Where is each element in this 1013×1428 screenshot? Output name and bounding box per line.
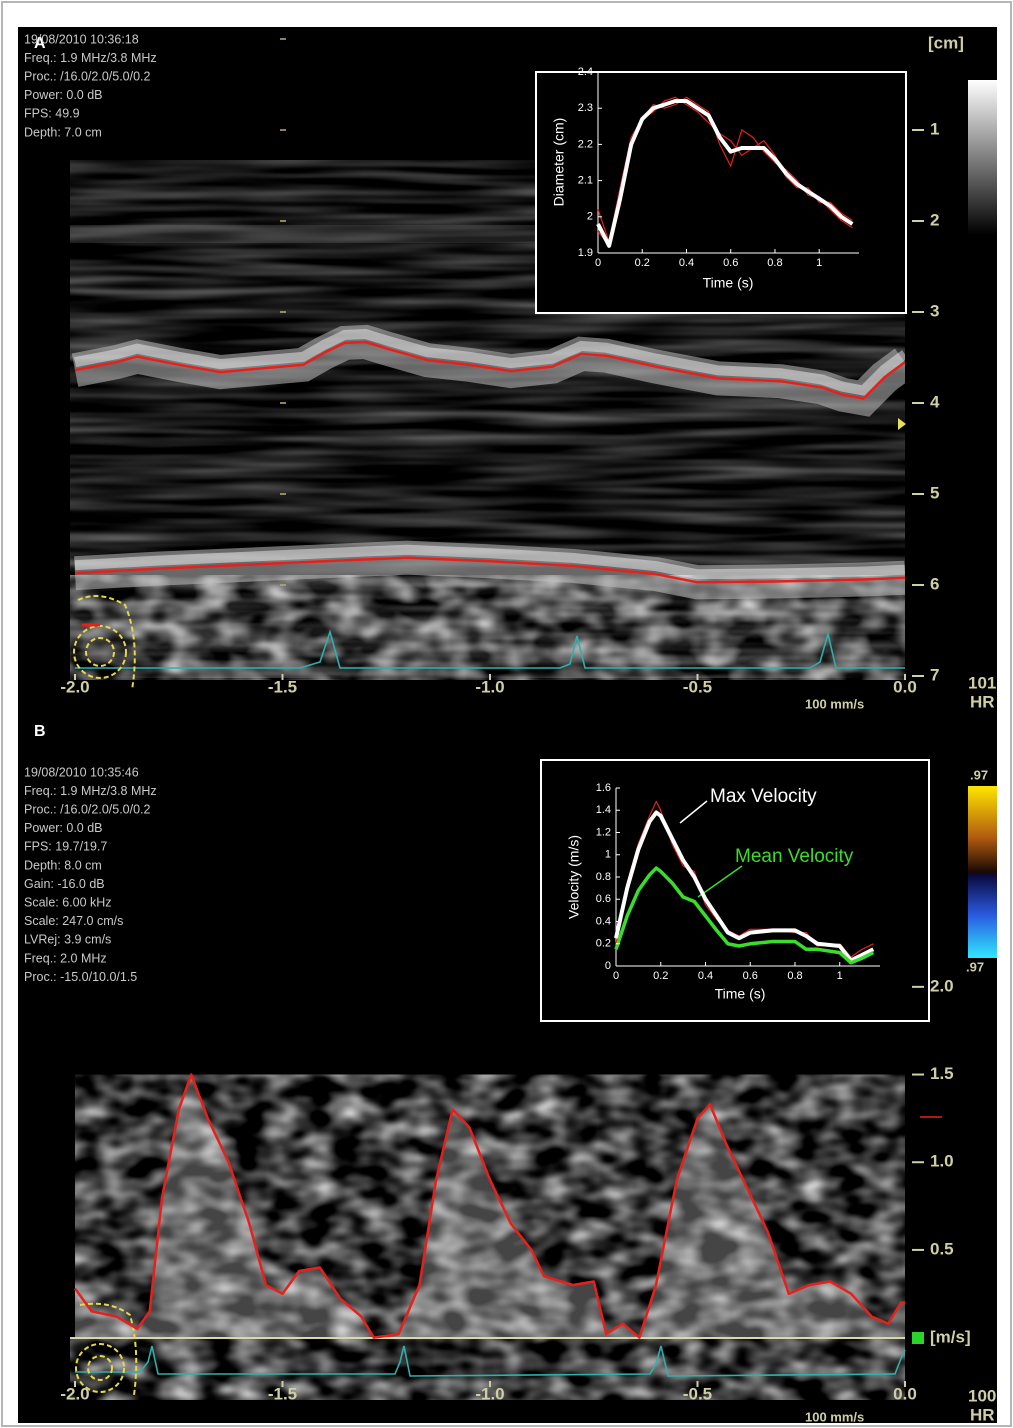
y-axis-label: Velocity (m/s) bbox=[566, 835, 582, 919]
y-tick-label: 0.5 bbox=[930, 1239, 954, 1258]
y-tick-label: 1 bbox=[930, 119, 939, 138]
x-tick-label: -0.5 bbox=[683, 677, 712, 696]
colorbar-label: .97 bbox=[970, 767, 988, 782]
y-tick-label: 2.3 bbox=[578, 102, 593, 114]
x-tick-label: -1.5 bbox=[268, 1384, 297, 1403]
x-tick-label: -2.0 bbox=[60, 1384, 89, 1403]
y-tick-label: 0.2 bbox=[596, 938, 611, 950]
sweep-speed: 100 mm/s bbox=[805, 696, 864, 711]
info-line: FPS: 19.7/19.7 bbox=[24, 840, 107, 854]
hr-value: 100 bbox=[968, 1386, 996, 1405]
info-line: Freq.: 1.9 MHz/3.8 MHz bbox=[24, 51, 157, 65]
x-tick-label: -1.0 bbox=[475, 1384, 504, 1403]
velocity-colorbar bbox=[968, 786, 997, 958]
y-tick-label: 0.4 bbox=[596, 915, 611, 927]
y-tick-label: 5 bbox=[930, 483, 939, 502]
x-tick-label: 0.4 bbox=[679, 257, 694, 269]
info-line: Proc.: /16.0/2.0/5.0/0.2 bbox=[24, 69, 151, 83]
y-tick-label: 2 bbox=[930, 210, 939, 229]
x-tick-label: 1 bbox=[837, 970, 843, 982]
x-tick-label: 0 bbox=[595, 257, 601, 269]
x-tick-label: 0.0 bbox=[893, 677, 917, 696]
y-tick-label: 1.9 bbox=[578, 247, 593, 259]
figure: A B [cm] 101 HR 100 mm/s [m/s] 100 HR 10… bbox=[0, 0, 1013, 1428]
y-tick-label: 0.8 bbox=[596, 871, 611, 883]
y-tick-label: 1.4 bbox=[596, 804, 611, 816]
y-tick-label: 3 bbox=[930, 301, 939, 320]
page: Echocardiography M-mode and Doppler {"ch… bbox=[0, 0, 1013, 1428]
info-line: Scale: 247.0 cm/s bbox=[24, 914, 123, 928]
y-tick-label: 4 bbox=[930, 392, 940, 411]
series-label: Mean Velocity bbox=[735, 846, 854, 867]
x-axis-label: Time (s) bbox=[715, 986, 766, 1002]
y-tick-label: 2.1 bbox=[578, 175, 593, 187]
y-tick-label: 2 bbox=[587, 211, 593, 223]
panel-label: B bbox=[34, 723, 46, 740]
x-tick-label: 0.6 bbox=[723, 257, 738, 269]
x-tick-label: 0.0 bbox=[893, 1384, 917, 1403]
info-line: 19/08/2010 10:35:46 bbox=[24, 765, 139, 779]
x-tick-label: 0.2 bbox=[653, 970, 668, 982]
info-line: Depth: 7.0 cm bbox=[24, 125, 102, 139]
y-tick-label: 2.0 bbox=[930, 976, 954, 995]
y-tick-label: 0.6 bbox=[596, 893, 611, 905]
info-line: Proc.: -15.0/10.0/1.5 bbox=[24, 970, 137, 984]
info-line: LVRej: 3.9 cm/s bbox=[24, 933, 111, 947]
x-tick-label: 0.8 bbox=[767, 257, 782, 269]
x-tick-label: 0.8 bbox=[787, 970, 802, 982]
info-line: Scale: 6.00 kHz bbox=[24, 895, 112, 909]
y-axis-label: Diameter (cm) bbox=[551, 118, 567, 207]
y-tick-label: 2.4 bbox=[578, 66, 593, 78]
info-line: FPS: 49.9 bbox=[24, 107, 80, 121]
x-tick-label: -0.5 bbox=[683, 1384, 712, 1403]
hr-value: 101 bbox=[968, 673, 996, 692]
x-tick-label: 0.2 bbox=[635, 257, 650, 269]
info-line: 19/08/2010 10:36:18 bbox=[24, 32, 139, 46]
gray-colorbar bbox=[968, 80, 997, 235]
y-tick-label: 6 bbox=[930, 574, 939, 593]
hr-label: HR bbox=[970, 692, 995, 711]
info-line: Power: 0.0 dB bbox=[24, 821, 103, 835]
x-tick-label: 0.6 bbox=[743, 970, 758, 982]
info-line: Freq.: 1.9 MHz/3.8 MHz bbox=[24, 784, 157, 798]
x-tick-label: -1.0 bbox=[475, 677, 504, 696]
baseline-marker bbox=[912, 1332, 924, 1344]
x-axis-label: Time (s) bbox=[703, 275, 754, 291]
sweep-speed: 100 mm/s bbox=[805, 1409, 864, 1424]
y-tick-label: 1.2 bbox=[596, 826, 611, 838]
series-label: Max Velocity bbox=[710, 786, 817, 807]
info-line: Proc.: /16.0/2.0/5.0/0.2 bbox=[24, 802, 151, 816]
x-tick-label: 1 bbox=[816, 257, 822, 269]
page-body: A B [cm] 101 HR 100 mm/s [m/s] 100 HR 10… bbox=[0, 0, 1013, 1428]
info-line: Freq.: 2.0 MHz bbox=[24, 951, 107, 965]
y-tick-label: 1.0 bbox=[930, 1152, 954, 1171]
x-tick-label: 0.4 bbox=[698, 970, 713, 982]
unit-label: [cm] bbox=[928, 33, 964, 52]
x-tick-label: -1.5 bbox=[268, 677, 297, 696]
y-tick-label: 1 bbox=[605, 849, 611, 861]
info-line: Power: 0.0 dB bbox=[24, 88, 103, 102]
unit-label: [m/s] bbox=[930, 1327, 971, 1346]
x-tick-label: -2.0 bbox=[60, 677, 89, 696]
y-tick-label: 1.6 bbox=[596, 782, 611, 794]
info-line: Depth: 8.0 cm bbox=[24, 858, 102, 872]
hr-label: HR bbox=[970, 1405, 995, 1424]
colorbar-label: .97 bbox=[966, 959, 984, 974]
y-tick-label: 1.5 bbox=[930, 1064, 954, 1083]
info-line: Gain: -16.0 dB bbox=[24, 877, 105, 891]
x-tick-label: 0 bbox=[613, 970, 619, 982]
y-tick-label: 0 bbox=[605, 960, 611, 972]
y-tick-label: 2.2 bbox=[578, 138, 593, 150]
y-tick-label: 7 bbox=[930, 665, 939, 684]
